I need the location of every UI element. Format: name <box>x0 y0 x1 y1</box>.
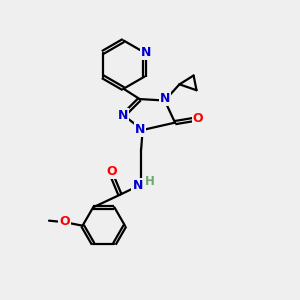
Text: N: N <box>141 46 151 59</box>
Text: O: O <box>59 215 70 228</box>
Text: N: N <box>118 109 128 122</box>
Text: N: N <box>132 178 143 191</box>
Text: H: H <box>145 175 154 188</box>
Text: N: N <box>135 123 146 136</box>
Text: O: O <box>106 165 117 178</box>
Text: N: N <box>160 92 170 105</box>
Text: O: O <box>193 112 203 125</box>
